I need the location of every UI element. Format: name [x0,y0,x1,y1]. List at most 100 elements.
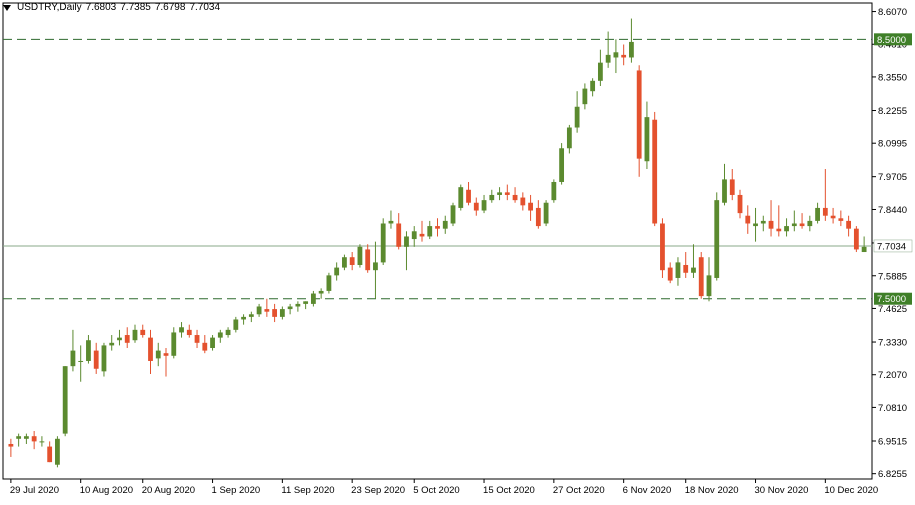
candle-body [722,179,727,203]
x-tick-label: 15 Oct 2020 [483,485,535,496]
candle-body [435,226,440,229]
candle-body [186,329,192,336]
candle-body [357,246,363,265]
candle-body [279,309,285,317]
candle-body [613,52,619,58]
candle-body [737,194,743,214]
candle-body [241,316,246,320]
candle-body [450,205,456,224]
candle-body [784,226,789,232]
candle-body [427,226,433,237]
y-tick-label: 7.2070 [878,370,907,381]
candle-body [458,187,464,208]
candle-body [504,192,510,195]
candle-body [272,309,278,317]
candle-body [225,329,231,336]
candle-body [497,192,502,195]
x-tick-label: 11 Sep 2020 [281,485,334,496]
candle-body [791,223,797,227]
candle-body [753,223,758,227]
candle-body [70,350,76,367]
x-tick-label: 27 Oct 2020 [553,485,605,496]
candle-body [310,293,316,304]
candle-body [830,215,836,219]
candle-body [419,233,425,237]
chart-header: USDTRY,Daily 7.6803 7.7385 7.6798 7.7034 [3,2,220,13]
candle-body [597,62,603,81]
candle-body [566,127,572,149]
candle-body [55,438,60,465]
candle-body [256,306,262,315]
candle-body [326,275,332,291]
y-tick-label: 8.3550 [878,72,907,83]
candle-body [776,228,782,232]
y-tick-label: 7.4625 [878,304,907,315]
candle-body [559,148,565,182]
x-tick-label: 30 Nov 2020 [755,485,809,496]
candle-body [807,220,813,227]
candle-body [675,262,681,278]
y-tick-label: 8.0995 [878,139,907,150]
collapse-triangle-icon[interactable] [3,4,11,11]
candle-body [86,340,91,361]
candle-body [636,70,642,159]
candle-body [8,443,14,447]
current-price-tag [873,239,913,253]
candle-body [714,200,720,278]
y-tick-label: 7.8440 [878,205,907,216]
candle-body [760,220,766,224]
ohlc-high: 7.7385 [120,2,151,13]
level-price-label: 8.5000 [877,35,906,46]
candle-body [295,303,301,307]
candle-body [171,332,177,356]
candle-body [39,441,45,443]
candle-body [846,220,852,229]
y-tick-label: 7.3330 [878,338,907,349]
candle-body [853,228,859,250]
candle-body [155,350,161,359]
candle-body [194,335,200,343]
plot-frame [2,2,873,480]
y-tick-label: 6.9515 [878,436,907,447]
candle-body [31,436,37,442]
x-tick-label: 29 Jul 2020 [10,485,59,496]
candle-body [473,202,479,211]
candle-body [179,327,184,333]
x-tick-label: 23 Sep 2020 [351,485,405,496]
candle-body [520,197,526,206]
y-tick-label: 6.8255 [878,469,907,480]
ohlc-low: 7.6798 [154,2,186,13]
candle-body [706,275,712,297]
candle-body [124,335,130,343]
candle-body [217,332,223,338]
candle-body [698,257,704,297]
candle-body [388,220,394,224]
ohlc-open: 7.6803 [85,2,117,13]
level-price-label: 7.5000 [877,294,906,305]
candle-body [109,342,115,346]
level-price-tag [874,292,912,305]
candle-body [303,301,309,304]
candle-body [512,194,518,201]
y-tick-label: 7.5885 [878,271,907,282]
candle-body [815,207,820,221]
candle-body [117,337,122,341]
candle-body [47,446,53,463]
x-tick-label: 1 Sep 2020 [212,485,261,496]
y-tick-label: 7.9705 [878,172,907,183]
candle-body [23,436,29,439]
candle-body [163,353,169,356]
candle-body [768,220,774,229]
candle-body [629,41,634,58]
candle-body [667,267,673,281]
candle-body [16,436,22,439]
candle-body [404,236,409,247]
candle-body [535,207,541,227]
candle-body [745,215,751,224]
candle-body [683,264,689,273]
candle-body [396,223,402,247]
candle-body [691,267,696,273]
candle-body [644,117,650,162]
